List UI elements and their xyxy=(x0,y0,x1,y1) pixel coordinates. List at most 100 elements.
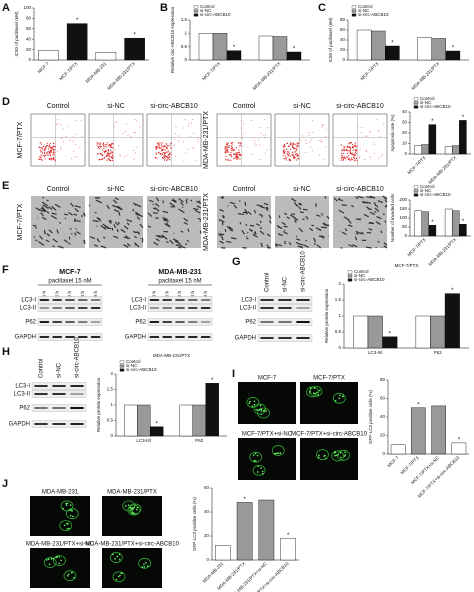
y-tick-label: 10 xyxy=(402,141,408,146)
column-label: si-NC xyxy=(293,186,311,193)
column-label: si-circ-ABCB10 xyxy=(150,103,198,110)
bar xyxy=(38,50,59,61)
event xyxy=(235,152,237,154)
event xyxy=(347,146,349,148)
y-axis-label: Relative circ-ABCB10 expression xyxy=(170,6,175,73)
event xyxy=(50,149,52,151)
band xyxy=(65,335,75,339)
puncta xyxy=(274,452,277,455)
cell xyxy=(282,230,288,235)
event xyxy=(226,146,228,148)
cell xyxy=(69,227,72,230)
event xyxy=(164,155,166,157)
event xyxy=(106,156,108,158)
cell xyxy=(141,237,144,241)
event xyxy=(227,142,229,144)
event xyxy=(110,156,112,158)
event xyxy=(104,152,106,154)
event xyxy=(109,155,111,158)
y-tick-label: 20 xyxy=(402,130,408,135)
event xyxy=(167,145,169,147)
cell xyxy=(186,239,190,243)
event xyxy=(232,150,234,152)
cell xyxy=(196,200,202,204)
event xyxy=(175,155,177,157)
transwell xyxy=(31,196,85,248)
event xyxy=(295,151,297,153)
event xyxy=(175,133,177,135)
event xyxy=(170,153,172,156)
event xyxy=(161,149,163,152)
cell xyxy=(337,198,344,202)
x-tick-label: MCF-7/PTX xyxy=(406,155,426,175)
event xyxy=(355,157,358,159)
bar xyxy=(415,315,431,349)
event xyxy=(72,140,74,142)
cell xyxy=(291,198,297,202)
bar xyxy=(451,145,460,155)
cell xyxy=(134,242,136,245)
event xyxy=(226,158,228,160)
event xyxy=(232,142,234,144)
column-label: Control xyxy=(39,359,45,378)
band xyxy=(200,320,211,324)
event xyxy=(169,155,171,158)
event xyxy=(352,149,355,151)
event xyxy=(289,145,291,147)
cell xyxy=(102,223,108,228)
event xyxy=(260,132,262,134)
event xyxy=(69,139,71,141)
puncta xyxy=(261,473,264,475)
event xyxy=(348,150,350,152)
x-tick-label: MDA-MB-231/PTX xyxy=(427,237,457,267)
event xyxy=(310,146,312,148)
y-tick-label: 1 xyxy=(338,313,341,318)
band xyxy=(187,306,198,310)
event xyxy=(228,145,230,147)
event xyxy=(100,153,103,155)
event xyxy=(297,157,299,159)
image-label: MCF-7/PTX xyxy=(313,376,345,382)
cell xyxy=(172,238,178,242)
event xyxy=(52,157,55,159)
event xyxy=(111,147,114,149)
cell xyxy=(338,197,341,200)
event xyxy=(378,158,380,160)
legend-label: si-NC xyxy=(358,8,370,13)
event xyxy=(234,153,236,156)
event xyxy=(38,158,41,160)
significance-mark: * xyxy=(431,119,434,125)
bar xyxy=(421,144,430,155)
band xyxy=(52,320,63,324)
band xyxy=(175,298,185,302)
cell xyxy=(173,199,177,202)
event xyxy=(50,147,53,149)
cell xyxy=(56,229,60,234)
event xyxy=(106,146,108,148)
cell xyxy=(171,199,177,204)
event xyxy=(60,146,62,148)
cell xyxy=(43,230,46,234)
cell xyxy=(245,211,248,215)
event xyxy=(79,147,81,149)
cell xyxy=(192,208,199,211)
cell xyxy=(83,212,86,217)
event xyxy=(100,146,102,148)
y-tick-label: 0.5 xyxy=(107,418,114,423)
event xyxy=(318,140,320,142)
event xyxy=(108,144,110,147)
band xyxy=(149,335,160,339)
significance-mark: * xyxy=(451,288,454,294)
event xyxy=(55,124,57,126)
event xyxy=(241,142,243,144)
event xyxy=(235,156,237,158)
chart-title: MDA-MB-231/PTX xyxy=(153,353,190,358)
band xyxy=(162,306,173,310)
band xyxy=(175,335,185,339)
cell xyxy=(218,218,225,223)
event xyxy=(52,149,54,151)
cell xyxy=(283,225,288,228)
transwell xyxy=(217,196,271,248)
puncta xyxy=(114,557,116,560)
band xyxy=(200,335,211,339)
